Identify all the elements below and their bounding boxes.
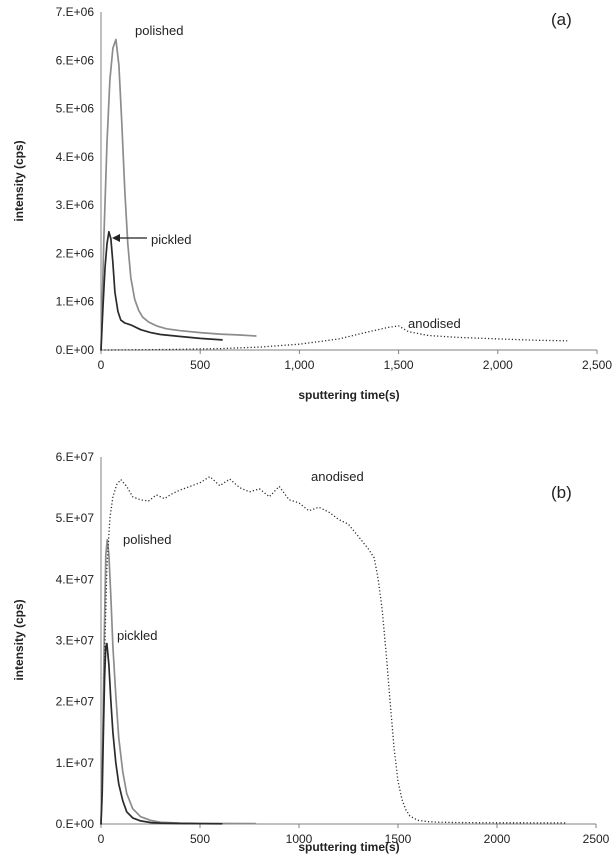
series-line-pickled: [100, 642, 223, 825]
y-tick-label: 3.E+06: [56, 198, 95, 212]
x-tick-label: 2500: [583, 832, 610, 846]
series-label-polished: polished: [135, 23, 183, 38]
x-tick-label: 0: [98, 358, 105, 372]
x-tick-labels: 0 500 1000 1500 2000 2500: [98, 824, 610, 846]
x-axis-label: sputtering time(s): [298, 840, 399, 854]
series-line-anodised: [100, 475, 567, 825]
panel-label: (a): [551, 10, 572, 29]
series-label-anodised: anodised: [408, 316, 461, 331]
x-axis-label: sputtering time(s): [298, 388, 399, 402]
panel-label: (b): [551, 483, 572, 502]
y-tick-label: 0.E+00: [56, 343, 95, 357]
series-label-pickled: pickled: [151, 232, 191, 247]
y-tick-label: 2.E+06: [56, 246, 95, 260]
series-label-pickled: pickled: [117, 628, 157, 643]
y-tick-label: 1.E+06: [56, 295, 95, 309]
x-tick-label: 1000: [286, 832, 313, 846]
x-tick-label: 2000: [484, 832, 511, 846]
y-axis-label: intensity (cps): [12, 140, 26, 221]
y-tick-label: 0.E+00: [56, 817, 95, 831]
x-tick-label: 1500: [385, 832, 412, 846]
series-layer: [100, 475, 567, 825]
series-label-polished: polished: [123, 532, 171, 547]
y-tick-label: 3.E+07: [56, 634, 95, 648]
series-line-polished: [100, 38, 257, 351]
x-tick-label: 1,000: [284, 358, 314, 372]
series-line-polished: [100, 538, 257, 825]
y-tick-labels: 0.E+00 1.E+06 2.E+06 3.E+06 4.E+06 5.E+06 6.E+…: [56, 5, 95, 357]
x-tick-label: 500: [190, 358, 210, 372]
series-layer: [100, 38, 568, 351]
series-label-anodised: anodised: [311, 469, 364, 484]
x-tick-label: 2,000: [483, 358, 513, 372]
y-axis-label: intensity (cps): [12, 599, 26, 680]
y-tick-label: 6.E+06: [56, 53, 95, 67]
series-line-anodised: [100, 325, 568, 351]
y-tick-label: 7.E+06: [56, 5, 95, 19]
chart-panel-a: 0.E+00 1.E+06 2.E+06 3.E+06 4.E+06 5.E+06 6.E+…: [12, 5, 612, 402]
y-tick-label: 2.E+07: [56, 695, 95, 709]
y-tick-label: 5.E+07: [56, 511, 95, 525]
chart-panel-b: 0.E+00 1.E+07 2.E+07 3.E+07 4.E+07 5.E+07 6.E+…: [12, 450, 610, 854]
x-tick-label: 0: [98, 832, 105, 846]
y-tick-labels: 0.E+00 1.E+07 2.E+07 3.E+07 4.E+07 5.E+07 6.E+…: [56, 450, 95, 831]
x-tick-labels: 0 500 1,000 1,500 2,000 2,500: [98, 350, 612, 372]
y-tick-label: 4.E+07: [56, 572, 95, 586]
x-tick-label: 2,500: [582, 358, 612, 372]
pickled-arrow: [112, 234, 147, 242]
series-line-pickled: [100, 230, 223, 351]
y-tick-label: 1.E+07: [56, 756, 95, 770]
y-tick-label: 4.E+06: [56, 150, 95, 164]
y-tick-label: 6.E+07: [56, 450, 95, 464]
x-tick-label: 500: [190, 832, 210, 846]
y-tick-label: 5.E+06: [56, 102, 95, 116]
x-tick-label: 1,500: [384, 358, 414, 372]
